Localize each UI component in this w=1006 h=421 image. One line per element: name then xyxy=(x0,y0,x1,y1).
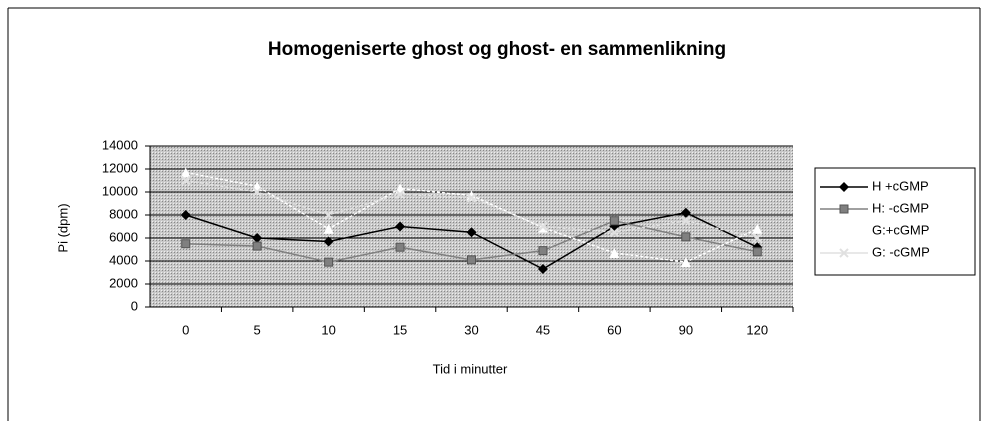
marker xyxy=(681,232,691,242)
marker xyxy=(395,242,405,252)
marker xyxy=(609,227,620,237)
marker xyxy=(609,216,619,226)
x-tick-label: 60 xyxy=(607,322,621,337)
x-tick-label: 0 xyxy=(182,322,189,337)
x-axis-title: Tid i minutter xyxy=(433,361,508,376)
marker xyxy=(181,239,191,249)
marker xyxy=(609,247,620,258)
x-tick-label: 120 xyxy=(746,322,768,337)
marker xyxy=(752,233,762,243)
marker xyxy=(537,264,548,275)
marker xyxy=(839,226,849,236)
plot-area xyxy=(150,146,793,307)
marker xyxy=(466,193,477,203)
x-tick-label: 45 xyxy=(536,322,550,337)
marker xyxy=(752,247,762,257)
x-tick-label: 5 xyxy=(254,322,261,337)
marker xyxy=(323,210,334,220)
x-tick-label: 15 xyxy=(393,322,407,337)
marker xyxy=(467,255,476,265)
y-tick-label: 0 xyxy=(131,298,138,313)
marker xyxy=(681,216,691,226)
marker xyxy=(252,241,262,251)
marker xyxy=(395,189,405,200)
marker xyxy=(839,248,849,258)
y-tick-label: 2000 xyxy=(109,275,138,290)
marker xyxy=(181,175,191,186)
marker xyxy=(180,210,191,220)
x-tick-label: 90 xyxy=(679,322,693,337)
marker xyxy=(466,227,477,238)
legend-label: G:+cGMP xyxy=(872,222,929,237)
marker xyxy=(323,223,334,234)
marker xyxy=(839,204,849,214)
marker xyxy=(324,257,334,267)
x-tick-label: 10 xyxy=(321,322,335,337)
y-tick-label: 14000 xyxy=(102,137,138,152)
marker xyxy=(252,233,263,243)
marker xyxy=(252,187,262,197)
x-tick-label: 30 xyxy=(464,322,478,337)
marker xyxy=(323,236,334,247)
marker xyxy=(180,167,191,178)
y-tick-label: 10000 xyxy=(102,183,138,198)
y-tick-label: 12000 xyxy=(102,160,138,175)
marker xyxy=(680,207,691,218)
legend-label: H: -cGMP xyxy=(872,200,929,215)
marker xyxy=(839,182,849,192)
marker xyxy=(538,246,548,256)
y-axis-title: Pi (dpm) xyxy=(55,203,70,252)
y-tick-label: 4000 xyxy=(109,252,138,267)
marker xyxy=(395,221,406,232)
y-tick-label: 8000 xyxy=(109,206,138,221)
legend-label: G: -cGMP xyxy=(872,244,930,259)
marker xyxy=(538,221,548,232)
legend-label: H +cGMP xyxy=(872,178,929,193)
marker xyxy=(752,223,763,234)
series-line xyxy=(185,179,758,239)
chart-title: Homogeniserte ghost og ghost- en sammenl… xyxy=(268,39,726,60)
marker xyxy=(680,257,691,268)
y-tick-label: 6000 xyxy=(109,229,138,244)
